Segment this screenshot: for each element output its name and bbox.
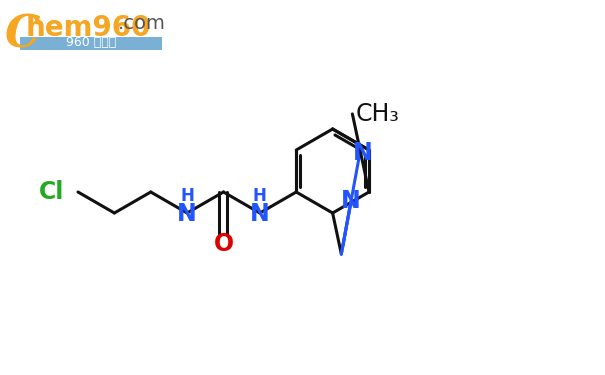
Text: N: N (352, 141, 372, 165)
Text: .com: .com (118, 14, 166, 33)
Text: H: H (180, 187, 194, 205)
Text: N: N (341, 189, 361, 213)
Text: N: N (250, 202, 270, 226)
FancyBboxPatch shape (20, 37, 162, 50)
Text: CH₃: CH₃ (356, 102, 399, 126)
Text: Cl: Cl (39, 180, 64, 204)
Text: C: C (5, 14, 41, 57)
Text: hem960: hem960 (26, 14, 151, 42)
Text: 960 化工网: 960 化工网 (66, 36, 116, 50)
Text: O: O (214, 232, 234, 256)
Text: H: H (253, 187, 267, 205)
Text: N: N (177, 202, 197, 226)
FancyBboxPatch shape (2, 2, 162, 50)
